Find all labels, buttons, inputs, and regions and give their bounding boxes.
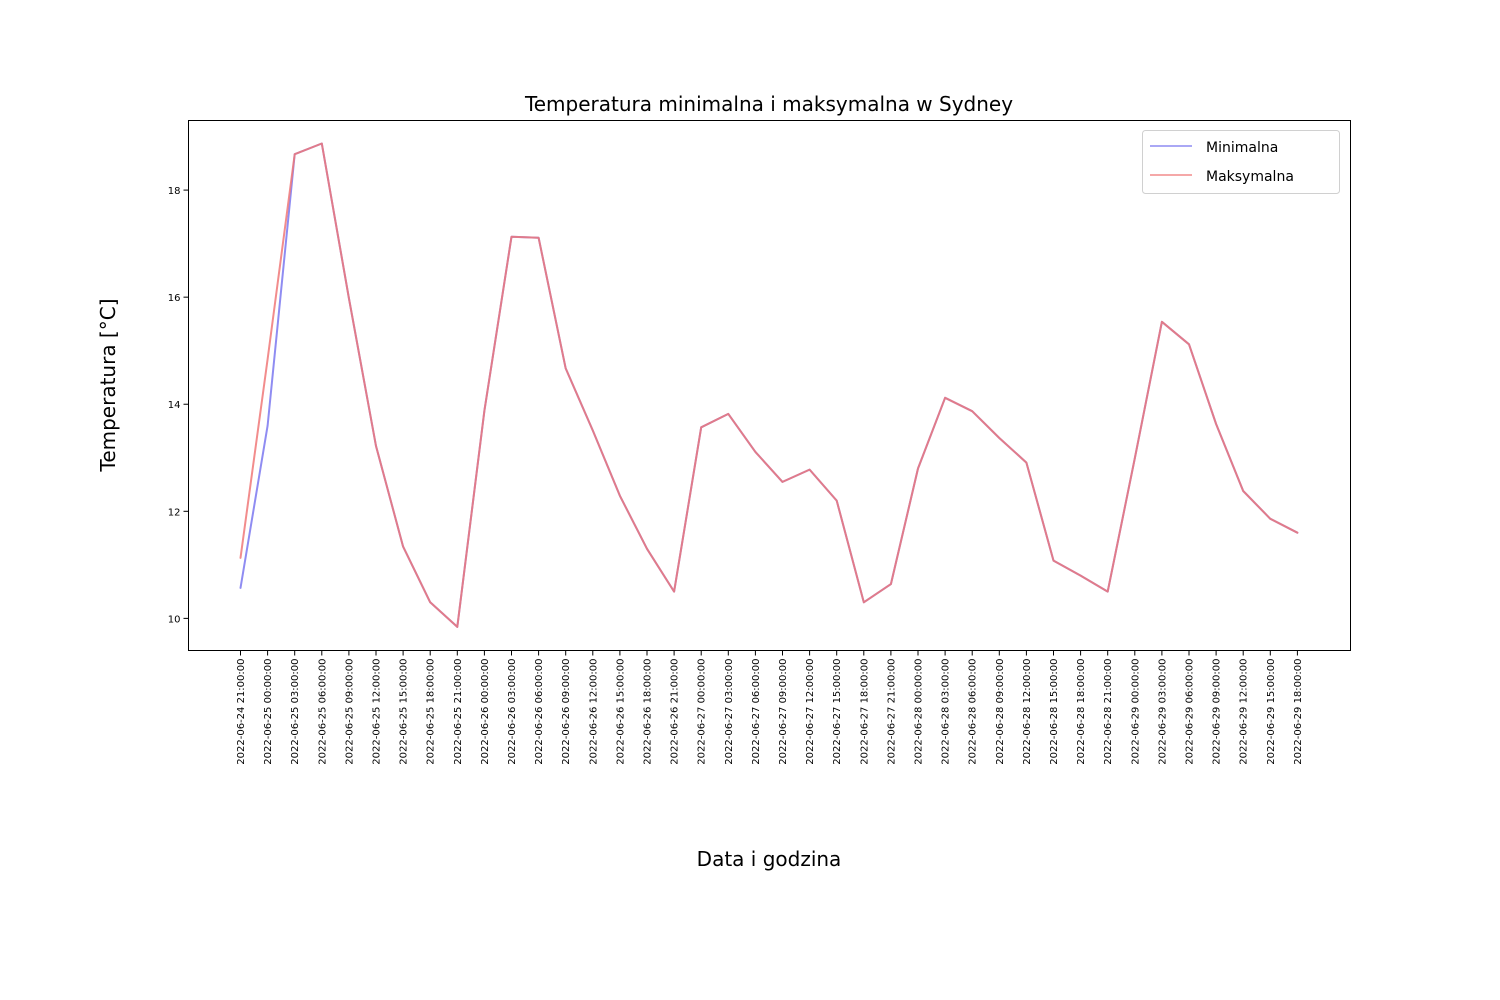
x-tick-label: 2022-06-24 21:00:00	[236, 659, 247, 765]
x-tick-label: 2022-06-29 00:00:00	[1130, 659, 1141, 765]
x-tick-label: 2022-06-28 03:00:00	[941, 659, 952, 765]
x-tick-label: 2022-06-27 03:00:00	[724, 659, 735, 765]
x-tick-label: 2022-06-27 15:00:00	[832, 659, 843, 765]
x-tick-label: 2022-06-29 09:00:00	[1212, 659, 1223, 765]
x-tick-label: 2022-06-28 06:00:00	[968, 659, 979, 765]
x-tick-label: 2022-06-25 12:00:00	[372, 659, 383, 765]
chart-title: Temperatura minimalna i maksymalna w Syd…	[524, 92, 1013, 116]
x-tick-label: 2022-06-29 03:00:00	[1157, 659, 1168, 765]
x-tick-label: 2022-06-26 18:00:00	[643, 659, 654, 765]
legend-label-minimalna: Minimalna	[1206, 140, 1278, 156]
legend-label-maksymalna: Maksymalna	[1206, 169, 1294, 185]
x-tick-label: 2022-06-27 00:00:00	[697, 659, 708, 765]
x-tick-label: 2022-06-28 18:00:00	[1076, 659, 1087, 765]
x-tick-label: 2022-06-26 21:00:00	[670, 659, 681, 765]
x-tick-label: 2022-06-26 06:00:00	[534, 659, 545, 765]
x-tick-label: 2022-06-26 15:00:00	[615, 659, 626, 765]
y-tick-label: 10	[168, 614, 181, 625]
x-tick-label: 2022-06-29 06:00:00	[1185, 659, 1196, 765]
y-axis: 10 12 14 16 18	[168, 186, 189, 625]
x-tick-label: 2022-06-25 15:00:00	[399, 659, 410, 765]
x-tick-label: 2022-06-25 21:00:00	[453, 659, 464, 765]
y-tick-label: 14	[168, 400, 181, 411]
y-tick-label: 16	[168, 293, 181, 304]
x-tick-label: 2022-06-28 09:00:00	[995, 659, 1006, 765]
y-tick-label: 18	[168, 186, 181, 197]
x-tick-label: 2022-06-28 15:00:00	[1049, 659, 1060, 765]
x-tick-label: 2022-06-27 21:00:00	[886, 659, 897, 765]
y-tick-label: 12	[168, 507, 181, 518]
x-tick-label: 2022-06-27 12:00:00	[805, 659, 816, 765]
x-axis: 2022-06-24 21:00:00 2022-06-25 00:00:00 20…	[236, 650, 1304, 765]
x-tick-label: 2022-06-27 09:00:00	[778, 659, 789, 765]
x-tick-label: 2022-06-26 12:00:00	[588, 659, 599, 765]
x-tick-label: 2022-06-26 09:00:00	[561, 659, 572, 765]
x-tick-label: 2022-06-25 09:00:00	[344, 659, 355, 765]
x-tick-label: 2022-06-25 03:00:00	[290, 659, 301, 765]
series-line-maksymalna	[239, 142, 1299, 628]
x-tick-label: 2022-06-28 21:00:00	[1103, 659, 1114, 765]
x-tick-label: 2022-06-28 00:00:00	[914, 659, 925, 765]
x-tick-label: 2022-06-29 18:00:00	[1293, 659, 1304, 765]
x-tick-label: 2022-06-25 00:00:00	[263, 659, 274, 765]
x-tick-label: 2022-06-25 18:00:00	[426, 659, 437, 765]
x-tick-label: 2022-06-27 06:00:00	[751, 659, 762, 765]
x-tick-label: 2022-06-26 03:00:00	[507, 659, 518, 765]
plot-frame	[188, 120, 1351, 651]
x-tick-label: 2022-06-29 15:00:00	[1266, 659, 1277, 765]
x-tick-label: 2022-06-26 00:00:00	[480, 659, 491, 765]
x-tick-label: 2022-06-27 18:00:00	[859, 659, 870, 765]
y-axis-title: Temperatura [°C]	[96, 298, 120, 472]
plot-area	[188, 120, 1351, 651]
x-tick-label: 2022-06-29 12:00:00	[1239, 659, 1250, 765]
legend: Minimalna Maksymalna	[1142, 130, 1340, 194]
series-layer	[239, 142, 1299, 628]
x-axis-title: Data i godzina	[697, 847, 842, 871]
x-tick-label: 2022-06-25 06:00:00	[317, 659, 328, 765]
x-tick-label: 2022-06-28 12:00:00	[1022, 659, 1033, 765]
